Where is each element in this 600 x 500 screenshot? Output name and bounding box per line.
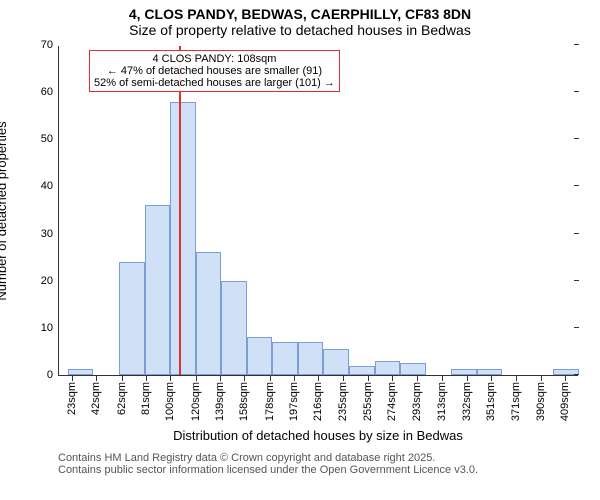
x-tick-label: 42sqm [90, 382, 102, 415]
annotation-line1: 4 CLOS PANDY: 108sqm [94, 53, 335, 65]
chart-title: 4, CLOS PANDY, BEDWAS, CAERPHILLY, CF83 … [0, 0, 600, 38]
x-tick-label: 409sqm [559, 382, 571, 421]
y-tick-label: 60 [41, 86, 59, 98]
histogram-bar [221, 281, 247, 375]
annotation-line3: 52% of semi-detached houses are larger (… [94, 77, 335, 89]
y-axis-label: Number of detached properties [0, 121, 9, 300]
x-tick-mark [467, 376, 468, 381]
y-tick-label: 10 [41, 322, 59, 334]
x-tick-mark [122, 376, 123, 381]
x-tick-label: 62sqm [116, 382, 128, 415]
x-tick-mark [318, 376, 319, 381]
histogram-bar [119, 262, 145, 375]
y-tick-mark [574, 44, 579, 45]
y-tick-mark [574, 374, 579, 375]
x-tick-mark [196, 376, 197, 381]
x-tick-label: 332sqm [461, 382, 473, 421]
title-line2: Size of property relative to detached ho… [0, 22, 600, 38]
histogram-bar [247, 337, 273, 375]
histogram-bar [298, 342, 324, 375]
x-tick-mark [96, 376, 97, 381]
x-tick-mark [392, 376, 393, 381]
histogram-bar [477, 369, 503, 375]
y-tick-label: 50 [41, 133, 59, 145]
y-tick-mark [574, 327, 579, 328]
x-tick-mark [270, 376, 271, 381]
x-tick-mark [170, 376, 171, 381]
x-tick-mark [72, 376, 73, 381]
x-tick-label: 390sqm [535, 382, 547, 421]
x-tick-label: 120sqm [190, 382, 202, 421]
x-tick-label: 139sqm [214, 382, 226, 421]
x-tick-mark [516, 376, 517, 381]
x-tick-mark [294, 376, 295, 381]
x-tick-label: 197sqm [288, 382, 300, 421]
y-tick-label: 30 [41, 228, 59, 240]
x-tick-label: 235sqm [337, 382, 349, 421]
x-tick-label: 158sqm [238, 382, 250, 421]
x-tick-mark [146, 376, 147, 381]
y-tick-label: 40 [41, 180, 59, 192]
histogram-bar [323, 349, 349, 375]
histogram-bar [400, 363, 426, 375]
x-tick-label: 293sqm [411, 382, 423, 421]
y-tick-label: 0 [47, 369, 59, 381]
x-tick-label: 313sqm [436, 382, 448, 421]
x-tick-mark [417, 376, 418, 381]
histogram-bar [375, 361, 401, 375]
histogram-bar [272, 342, 298, 375]
histogram-bar [68, 369, 94, 375]
x-tick-mark [565, 376, 566, 381]
x-tick-mark [343, 376, 344, 381]
x-tick-label: 274sqm [386, 382, 398, 421]
x-tick-label: 351sqm [485, 382, 497, 421]
x-tick-label: 371sqm [510, 382, 522, 421]
footer-line2: Contains public sector information licen… [58, 464, 478, 476]
histogram-bar [196, 252, 222, 375]
plot-area: 01020304050607023sqm42sqm62sqm81sqm100sq… [58, 46, 578, 376]
footer-line1: Contains HM Land Registry data © Crown c… [58, 452, 478, 464]
annotation-line2: ← 47% of detached houses are smaller (91… [94, 65, 335, 77]
y-tick-label: 70 [41, 39, 59, 51]
y-tick-mark [574, 185, 579, 186]
x-tick-label: 23sqm [66, 382, 78, 415]
histogram-bar [349, 366, 375, 375]
x-tick-label: 81sqm [140, 382, 152, 415]
x-tick-mark [491, 376, 492, 381]
y-tick-mark [574, 138, 579, 139]
y-tick-mark [574, 91, 579, 92]
y-tick-mark [574, 233, 579, 234]
y-tick-label: 20 [41, 275, 59, 287]
histogram-bar [170, 102, 196, 375]
x-tick-label: 178sqm [264, 382, 276, 421]
title-line1: 4, CLOS PANDY, BEDWAS, CAERPHILLY, CF83 … [0, 6, 600, 22]
y-tick-mark [574, 280, 579, 281]
histogram-bar [145, 205, 171, 375]
reference-line [179, 46, 181, 375]
x-tick-label: 255sqm [362, 382, 374, 421]
x-tick-mark [541, 376, 542, 381]
x-tick-label: 216sqm [312, 382, 324, 421]
x-tick-mark [244, 376, 245, 381]
x-tick-mark [442, 376, 443, 381]
histogram-bar [451, 369, 477, 375]
x-axis-label: Distribution of detached houses by size … [58, 428, 578, 443]
x-tick-label: 100sqm [164, 382, 176, 421]
annotation-box: 4 CLOS PANDY: 108sqm← 47% of detached ho… [89, 50, 340, 92]
x-tick-mark [220, 376, 221, 381]
x-tick-mark [368, 376, 369, 381]
footer: Contains HM Land Registry data © Crown c… [58, 452, 478, 476]
